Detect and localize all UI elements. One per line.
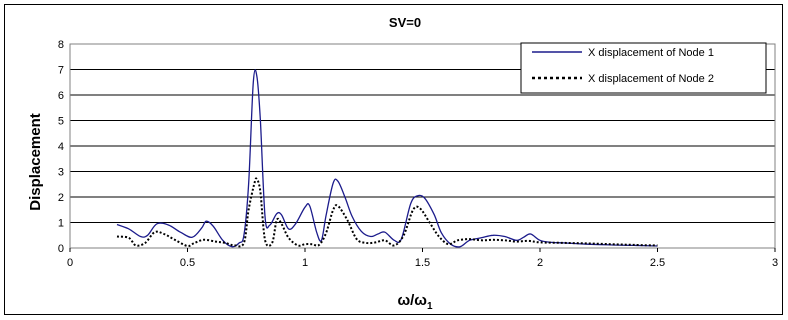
legend-label-node2: X displacement of Node 2	[588, 73, 714, 85]
x-tick-label: 1	[302, 257, 308, 269]
y-tick-label: 6	[58, 90, 64, 102]
y-tick-label: 8	[58, 39, 64, 51]
y-axis-title: Displacement	[27, 113, 44, 211]
x-tick-label: 3	[772, 257, 778, 269]
x-axis-tick-labels: 0 0.5 1 1.5 2 2.5 3	[67, 248, 778, 269]
x-tick-label: 2	[537, 257, 543, 269]
chart-title: SV=0	[389, 15, 421, 30]
y-tick-label: 5	[58, 116, 64, 128]
y-tick-label: 1	[58, 218, 64, 230]
series-line-2	[116, 177, 658, 248]
x-tick-label: 0.5	[180, 257, 195, 269]
x-axis-title-subscript: 1	[427, 301, 433, 312]
series-layer	[116, 69, 658, 248]
x-tick-label: 1.5	[415, 257, 430, 269]
y-axis-tick-labels: 0 1 2 3 4 5 6 7 8	[58, 39, 64, 255]
y-tick-label: 4	[58, 141, 64, 153]
series-line-1	[116, 69, 658, 248]
x-tick-label: 2.5	[650, 257, 665, 269]
x-tick-label: 0	[67, 257, 73, 269]
y-tick-label: 0	[58, 243, 64, 255]
legend-label-node1: X displacement of Node 1	[588, 47, 714, 59]
y-tick-label: 2	[58, 192, 64, 204]
y-tick-label: 3	[58, 167, 64, 179]
y-tick-label: 7	[58, 65, 64, 77]
legend: X displacement of Node 1 X displacement …	[520, 42, 767, 94]
x-axis-title-main: ω/ω	[397, 292, 427, 309]
x-axis-title: ω/ω1	[397, 292, 433, 312]
